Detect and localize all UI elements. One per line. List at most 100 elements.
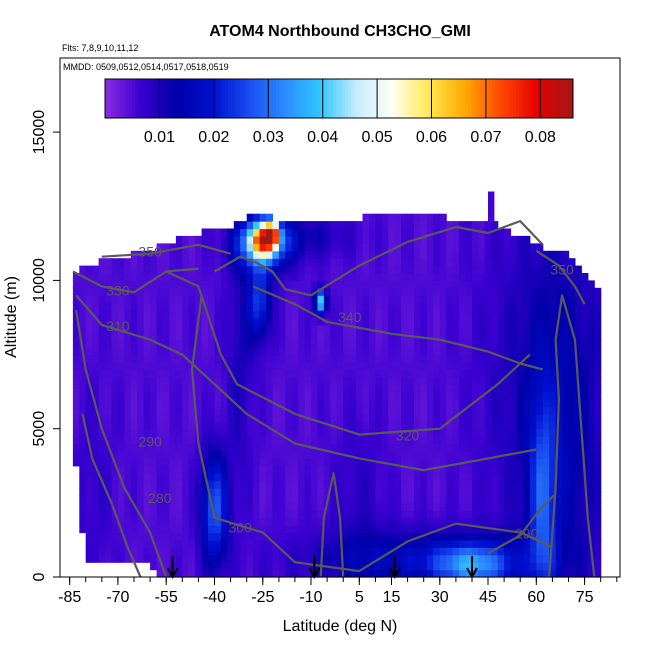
heatmap-cell	[517, 399, 524, 408]
heatmap-cell	[117, 347, 125, 356]
heatmap-cell	[529, 532, 537, 541]
heatmap-cell	[568, 451, 576, 459]
heatmap-cell	[574, 295, 582, 304]
colorbar-tick-label: 0.07	[470, 129, 501, 146]
heatmap-cell	[266, 369, 273, 378]
heatmap-cell	[317, 332, 325, 341]
heatmap-cell	[317, 421, 325, 430]
heatmap-cell	[420, 347, 428, 356]
heatmap-cell	[266, 569, 273, 578]
heatmap-cell	[394, 525, 402, 534]
heatmap-cell	[130, 280, 138, 289]
heatmap-cell	[491, 554, 499, 563]
heatmap-cell	[227, 473, 235, 482]
heatmap-cell	[233, 369, 241, 378]
heatmap-cell	[536, 451, 544, 459]
heatmap-cell	[510, 376, 518, 385]
heatmap-cell	[375, 465, 383, 474]
heatmap-cell	[433, 532, 441, 541]
heatmap-cell	[536, 250, 544, 259]
heatmap-cell	[414, 228, 421, 237]
heatmap-cell	[124, 280, 132, 289]
heatmap-cell	[369, 250, 376, 259]
heatmap-cell	[285, 443, 293, 452]
heatmap-cell	[253, 287, 261, 296]
heatmap-cell	[92, 436, 100, 445]
heatmap-cell	[285, 569, 293, 578]
heatmap-cell	[420, 473, 428, 482]
heatmap-cell	[459, 547, 467, 556]
heatmap-cell	[446, 428, 454, 437]
heatmap-cell	[246, 406, 254, 415]
heatmap-cell	[111, 354, 119, 363]
heatmap-cell	[510, 488, 518, 496]
heatmap-cell	[375, 488, 383, 496]
heatmap-cell	[381, 547, 389, 556]
heatmap-cell	[562, 569, 570, 578]
heatmap-cell	[291, 362, 299, 370]
heatmap-cell	[291, 421, 299, 430]
heatmap-cell	[536, 554, 544, 563]
heatmap-cell	[214, 280, 222, 289]
heatmap-cell	[517, 554, 524, 563]
heatmap-cell	[491, 347, 499, 356]
heatmap-cell	[478, 295, 486, 304]
heatmap-cell	[150, 280, 158, 289]
heatmap-cell	[137, 265, 145, 274]
heatmap-cell	[253, 465, 261, 474]
heatmap-cell	[375, 347, 383, 356]
heatmap-cell	[291, 428, 299, 437]
heatmap-cell	[414, 310, 421, 319]
heatmap-cell	[452, 406, 460, 415]
heatmap-cell	[369, 495, 376, 504]
heatmap-cell	[381, 362, 389, 370]
heatmap-cell	[137, 324, 145, 333]
heatmap-cell	[246, 384, 254, 393]
colorbar-swatch	[255, 79, 259, 118]
heatmap-cell	[549, 280, 557, 289]
heatmap-cell	[278, 465, 286, 474]
heatmap-cell	[549, 391, 557, 400]
heatmap-cell	[562, 354, 570, 363]
heatmap-cell	[195, 287, 203, 296]
heatmap-cell	[394, 532, 402, 541]
heatmap-cell	[105, 295, 113, 304]
heatmap-cell	[253, 391, 261, 400]
heatmap-cell	[523, 413, 531, 422]
heatmap-cell	[253, 213, 261, 222]
heatmap-cell	[510, 280, 518, 289]
heatmap-cell	[433, 302, 441, 311]
heatmap-cell	[394, 473, 402, 482]
heatmap-cell	[285, 458, 293, 467]
heatmap-cell	[79, 458, 87, 467]
heatmap-cell	[517, 569, 524, 578]
heatmap-cell	[562, 554, 570, 563]
heatmap-cell	[375, 510, 383, 519]
heatmap-cell	[562, 502, 570, 511]
heatmap-cell	[426, 369, 434, 378]
heatmap-cell	[529, 436, 537, 445]
heatmap-cell	[388, 347, 396, 356]
heatmap-cell	[272, 413, 280, 422]
heatmap-cell	[188, 413, 196, 422]
heatmap-cell	[291, 332, 299, 341]
heatmap-cell	[175, 391, 183, 400]
heatmap-cell	[356, 436, 364, 445]
heatmap-cell	[472, 495, 479, 504]
heatmap-cell	[298, 287, 306, 296]
heatmap-cell	[465, 317, 473, 326]
heatmap-cell	[233, 295, 241, 304]
heatmap-cell	[549, 347, 557, 356]
heatmap-cell	[304, 428, 312, 437]
heatmap-cell	[298, 458, 306, 467]
heatmap-cell	[317, 399, 325, 408]
heatmap-cell	[227, 480, 235, 489]
heatmap-cell	[163, 413, 170, 422]
heatmap-cell	[201, 532, 209, 541]
heatmap-cell	[259, 250, 267, 259]
heatmap-cell	[272, 451, 280, 459]
heatmap-cell	[555, 480, 563, 489]
heatmap-cell	[439, 517, 447, 526]
heatmap-cell	[542, 502, 550, 511]
heatmap-cell	[272, 280, 280, 289]
